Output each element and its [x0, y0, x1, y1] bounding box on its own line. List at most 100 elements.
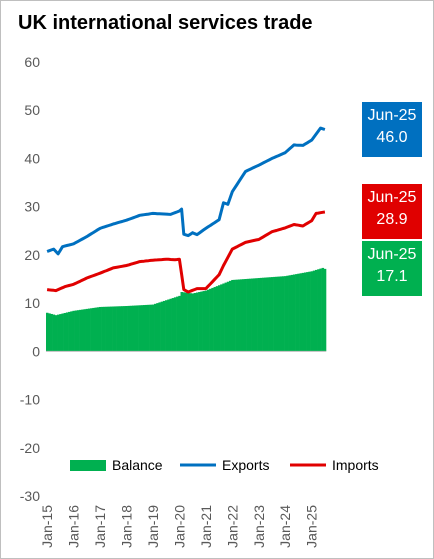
balance-bar: [204, 290, 208, 352]
balance-bar: [202, 291, 206, 352]
imports-callout-period: Jun-25: [367, 188, 417, 206]
balance-bar: [105, 306, 109, 352]
exports-callout: Jun-25 46.0: [362, 101, 422, 157]
balance-bar: [301, 272, 305, 352]
balance-bar: [189, 293, 192, 352]
balance-bar: [262, 277, 265, 352]
balance-bar: [114, 306, 117, 352]
balance-bar: [198, 292, 201, 352]
balance-bar: [242, 279, 245, 352]
balance-bar: [101, 306, 104, 352]
balance-bar: [273, 276, 276, 352]
balance-bar: [257, 278, 261, 352]
x-tick-label: Jan-21: [198, 505, 214, 548]
balance-bar: [48, 313, 51, 352]
balance-bar: [281, 276, 285, 352]
balance-bar: [209, 288, 212, 352]
balance-bar: [68, 311, 71, 352]
balance-bar: [200, 291, 203, 352]
balance-bar: [217, 285, 221, 352]
balance-bar: [228, 280, 232, 352]
balance-bar: [193, 292, 197, 352]
balance-bar: [268, 277, 272, 352]
balance-bar: [87, 308, 91, 352]
y-tick-label: -30: [20, 488, 40, 504]
balance-bar: [220, 284, 223, 352]
balance-bar: [277, 276, 281, 352]
y-tick-label: -10: [20, 392, 40, 408]
balance-callout-period: Jun-25: [367, 245, 417, 263]
legend-label-imports: Imports: [332, 457, 379, 473]
balance-bar: [321, 267, 325, 352]
balance-bar: [85, 308, 89, 352]
balance-bar: [206, 289, 210, 352]
balance-bar: [138, 305, 142, 352]
balance-bar: [57, 314, 60, 352]
balance-bar: [160, 301, 164, 352]
balance-bar: [187, 292, 190, 352]
x-tick-label: Jan-19: [145, 505, 161, 548]
balance-bar: [264, 277, 267, 352]
balance-bar: [319, 268, 322, 352]
balance-bar: [120, 306, 124, 352]
balance-bar: [237, 279, 241, 352]
x-tick-label: Jan-15: [39, 505, 55, 548]
balance-bar: [129, 305, 133, 352]
y-tick-label: 0: [32, 343, 40, 359]
x-tick-label: Jan-17: [92, 505, 108, 548]
balance-bar: [286, 275, 289, 352]
exports-callout-period: Jun-25: [367, 106, 417, 124]
x-tick-label: Jan-20: [171, 505, 187, 548]
balance-bar: [70, 311, 73, 352]
balance-bar: [215, 286, 219, 352]
balance-bar: [295, 274, 298, 352]
balance-bar: [54, 315, 58, 352]
balance-bar: [231, 279, 234, 352]
balance-bar: [165, 300, 168, 352]
balance-bar: [149, 304, 153, 352]
balance-bar: [176, 296, 179, 352]
balance-callout-value: 17.1: [376, 267, 408, 285]
balance-bar: [308, 271, 311, 352]
balance-bar: [90, 308, 93, 352]
balance-bar: [92, 307, 95, 352]
balance-bar: [151, 304, 155, 352]
balance-bar: [98, 306, 102, 352]
balance-bar: [297, 273, 300, 352]
imports-callout: Jun-25 28.9: [362, 183, 422, 239]
exports-line: [46, 126, 326, 256]
balance-bar: [244, 279, 247, 352]
balance-bar: [134, 305, 137, 352]
y-tick-label: -20: [20, 440, 40, 456]
balance-bar: [224, 282, 228, 352]
balance-bar: [103, 306, 106, 352]
exports-callout-value: 46.0: [376, 128, 408, 146]
balance-bar: [275, 276, 278, 352]
balance-bar: [131, 305, 135, 352]
balance-bar: [158, 302, 161, 352]
y-tick-label: 50: [24, 102, 40, 118]
balance-bar: [259, 277, 263, 352]
balance-bar: [112, 306, 115, 352]
balance-bar: [52, 314, 56, 352]
balance-bar: [156, 303, 159, 352]
balance-bar: [178, 295, 181, 352]
balance-bar: [94, 307, 98, 352]
balance-bar: [248, 278, 252, 352]
balance-bar: [299, 273, 303, 352]
balance-bar: [184, 292, 188, 352]
balance-bar: [169, 298, 172, 352]
balance-bar: [279, 276, 283, 352]
balance-callout: Jun-25 17.1: [362, 240, 422, 296]
balance-bar: [65, 312, 69, 352]
balance-bar: [162, 300, 166, 352]
balance-bar: [284, 276, 287, 352]
balance-bar: [83, 309, 86, 352]
imports-line: [46, 210, 326, 294]
balance-bar: [154, 303, 157, 352]
x-tick-label: Jan-22: [224, 505, 240, 548]
y-tick-label: 20: [24, 247, 40, 263]
balance-bar: [79, 309, 82, 352]
balance-bar: [290, 274, 294, 352]
